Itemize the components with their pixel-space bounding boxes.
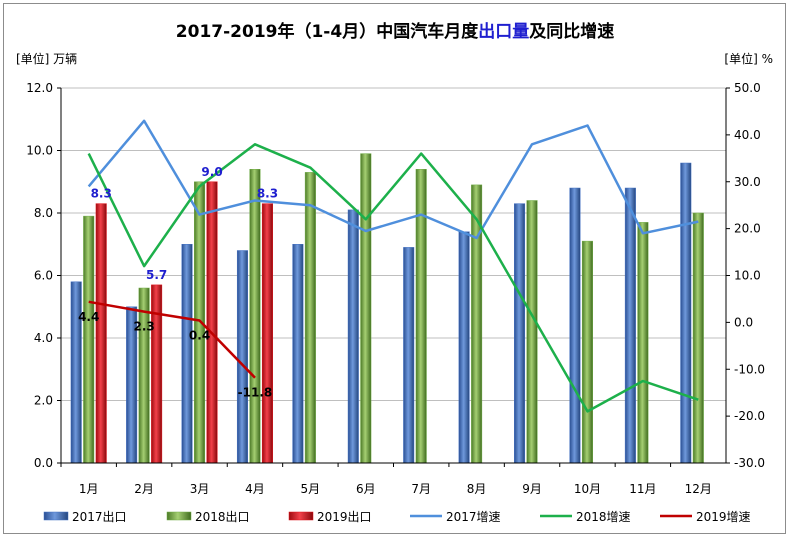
gridlines — [61, 87, 726, 464]
bar-2017出口 — [347, 209, 359, 464]
legend-swatch — [288, 511, 314, 521]
bar-2019出口 — [95, 203, 107, 464]
data-label-2019-growth: -11.8 — [238, 386, 273, 400]
bar-2017出口 — [624, 187, 636, 464]
legend-label: 2018增速 — [576, 510, 631, 524]
legend-swatch — [166, 511, 192, 521]
legend-label: 2019出口 — [317, 510, 372, 524]
data-label-2019-export: 9.0 — [201, 165, 222, 179]
data-label-2019-export: 5.7 — [146, 268, 167, 282]
legend-label: 2017增速 — [446, 510, 501, 524]
right-tick-label: 10.0 — [734, 269, 761, 283]
bar-2018出口 — [360, 153, 372, 464]
chart-title: 2017-2019年（1-4月）中国汽车月度出口量及同比增速 — [176, 21, 614, 42]
left-tick-label: 0.0 — [34, 456, 53, 470]
line-2017增速 — [87, 119, 699, 240]
chart-title-part2: 出口量 — [478, 21, 529, 42]
x-tick-label: 6月 — [356, 482, 376, 496]
bar-2019出口 — [206, 181, 218, 464]
right-tick-label: 40.0 — [734, 128, 761, 142]
x-tick-label: 10月 — [574, 482, 601, 496]
legend-label: 2017出口 — [72, 510, 127, 524]
bar-2018出口 — [249, 169, 261, 464]
chart-title-part1: 2017-2019年（1-4月）中国汽车月度 — [176, 21, 479, 42]
x-tick-label: 8月 — [467, 482, 487, 496]
left-tick-label: 12.0 — [26, 81, 53, 95]
x-tick-label: 11月 — [629, 482, 656, 496]
bar-2017出口 — [292, 244, 304, 464]
x-tick-label: 2月 — [134, 482, 154, 496]
line-2018增速 — [87, 143, 699, 413]
bars — [70, 153, 704, 464]
left-axis-ticks: 0.0 2.0 4.0 6.0 8.0 10.0 12.0 — [26, 81, 61, 470]
left-tick-label: 6.0 — [34, 269, 53, 283]
bar-2017出口 — [680, 162, 692, 464]
bar-2018出口 — [692, 212, 704, 464]
bar-2018出口 — [581, 240, 593, 464]
x-tick-label: 1月 — [79, 482, 99, 496]
data-labels: 8.3 5.7 9.0 8.3 4.4 2.3 0.4 -11.8 — [78, 165, 278, 400]
right-axis-unit: [单位] % — [724, 51, 773, 66]
bar-2017出口 — [514, 203, 526, 464]
data-label-2019-export: 8.3 — [257, 187, 278, 201]
right-tick-label: -10.0 — [734, 362, 765, 376]
right-tick-label: 20.0 — [734, 222, 761, 236]
bar-2018出口 — [194, 181, 206, 464]
chart-title-part3: 及同比增速 — [529, 21, 614, 42]
bar-2017出口 — [458, 231, 470, 464]
left-axis-unit: [单位] 万辆 — [16, 51, 77, 66]
bar-2019出口 — [261, 203, 273, 464]
right-tick-label: -20.0 — [734, 409, 765, 423]
bar-2017出口 — [181, 244, 193, 464]
chart-svg: 2017-2019年（1-4月）中国汽车月度出口量及同比增速 [单位] 万辆 [… — [16, 21, 773, 524]
data-label-2019-growth: 2.3 — [133, 320, 154, 334]
right-tick-label: 30.0 — [734, 175, 761, 189]
right-tick-label: -30.0 — [734, 456, 765, 470]
bar-2018出口 — [415, 169, 427, 464]
x-tick-label: 4月 — [245, 482, 265, 496]
right-tick-label: 0.0 — [734, 315, 753, 329]
right-tick-label: 50.0 — [734, 81, 761, 95]
data-label-2019-growth: 0.4 — [189, 329, 210, 343]
bar-2018出口 — [526, 200, 538, 464]
bar-2017出口 — [236, 250, 248, 464]
x-tick-label: 7月 — [411, 482, 431, 496]
data-label-2019-export: 8.3 — [91, 187, 112, 201]
bar-2018出口 — [637, 222, 649, 464]
right-axis-ticks: -30.0 -20.0 -10.0 0.0 10.0 20.0 30.0 40.0 50.0 — [726, 81, 765, 470]
x-tick-label: 12月 — [685, 482, 712, 496]
bar-2018出口 — [138, 287, 150, 464]
left-tick-label: 2.0 — [34, 394, 53, 408]
left-tick-label: 4.0 — [34, 331, 53, 345]
x-tick-label: 5月 — [301, 482, 321, 496]
left-tick-label: 8.0 — [34, 206, 53, 220]
bar-2018出口 — [304, 172, 316, 464]
legend-label: 2019增速 — [696, 510, 751, 524]
bar-2017出口 — [569, 187, 581, 464]
x-axis-labels: 1月 2月 3月 4月 5月 6月 7月 8月 9月 10月 11月 12月 — [60, 463, 712, 496]
growth-lines — [87, 119, 699, 413]
left-tick-label: 10.0 — [26, 144, 53, 158]
legend: 2017出口 2018出口 2019出口 2017增速 2018增速 2019增速 — [43, 510, 751, 524]
bar-2019出口 — [151, 284, 163, 464]
legend-label: 2018出口 — [195, 510, 250, 524]
legend-swatch — [43, 511, 69, 521]
bar-2017出口 — [403, 247, 415, 464]
x-tick-label: 3月 — [190, 482, 210, 496]
chart-frame: 2017-2019年（1-4月）中国汽车月度出口量及同比增速 [单位] 万辆 [… — [3, 3, 786, 534]
bar-2018出口 — [83, 215, 95, 464]
data-label-2019-growth: 4.4 — [78, 310, 99, 324]
line-2019增速 — [88, 300, 256, 379]
x-tick-label: 9月 — [522, 482, 542, 496]
